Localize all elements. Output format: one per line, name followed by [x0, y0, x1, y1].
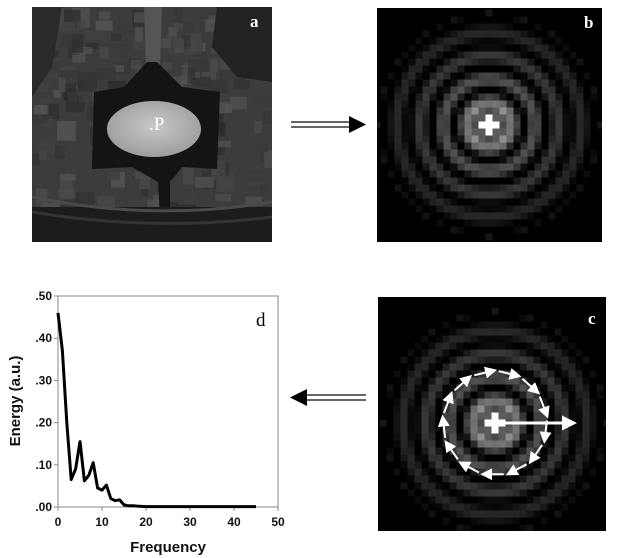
- panel-b-label: b: [584, 13, 594, 32]
- x-tick-label: 50: [271, 515, 285, 529]
- panel-a-mri-image: .P a: [32, 7, 272, 242]
- circular-arrows-icon: [437, 366, 577, 481]
- x-tick-label: 30: [183, 515, 197, 529]
- panel-b-fourier-spectrum: b: [377, 8, 602, 242]
- y-tick-label: .00: [35, 500, 52, 514]
- circular-arrow-segment-icon: [505, 463, 528, 476]
- circular-arrow-segment-icon: [473, 366, 498, 379]
- y-axis-label: Energy (a.u.): [7, 356, 24, 447]
- spectrum-rings: [379, 307, 606, 531]
- x-tick-label: 40: [227, 515, 241, 529]
- point-p-label: .P: [149, 114, 165, 135]
- x-tick-label: 10: [95, 515, 109, 529]
- circular-arrow-segment-icon: [453, 374, 473, 392]
- x-tick-label: 20: [139, 515, 153, 529]
- panel-c-spectrum-with-arrows: c: [378, 297, 606, 531]
- panel-d-label: d: [256, 310, 266, 331]
- circular-arrow-segment-icon: [437, 414, 450, 438]
- energy-series-line: [56, 312, 256, 509]
- circular-arrow-segment-icon: [528, 444, 543, 465]
- circular-arrow-segment-icon: [444, 439, 459, 460]
- mri-slice: [32, 7, 272, 242]
- plot-frame: [57, 295, 279, 508]
- y-tick-label: .40: [35, 331, 52, 345]
- y-tick-label: .10: [35, 458, 52, 472]
- spectrum-rings: [377, 9, 602, 241]
- panel-c-label: c: [588, 309, 596, 328]
- circular-arrow-segment-icon: [521, 378, 541, 395]
- y-tick-label: .50: [35, 289, 52, 303]
- y-tick-label: .30: [35, 373, 52, 387]
- panel-a-label: a: [250, 12, 259, 31]
- circular-arrow-segment-icon: [498, 368, 522, 380]
- x-tick-label: 0: [55, 515, 62, 529]
- x-axis-label: Frequency: [130, 539, 207, 556]
- circular-arrow-segment-icon: [538, 396, 550, 419]
- circular-arrow-segment-icon: [442, 391, 454, 414]
- y-tick-label: .20: [35, 416, 52, 430]
- circular-arrow-segment-icon: [458, 461, 480, 474]
